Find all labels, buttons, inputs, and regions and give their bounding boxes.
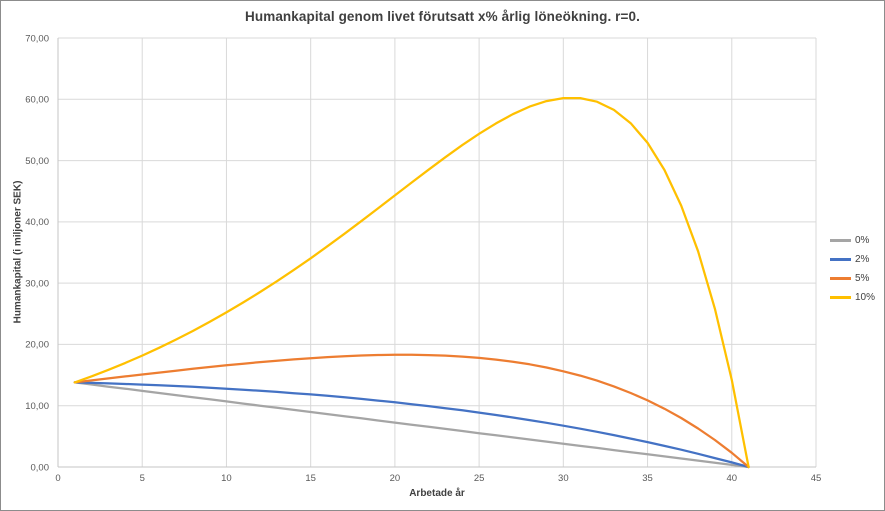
x-tick-label: 45 xyxy=(811,473,822,484)
x-tick-label: 30 xyxy=(558,473,569,484)
y-tick-label: 30,00 xyxy=(25,278,49,289)
x-tick-label: 40 xyxy=(726,473,737,484)
legend-label: 5% xyxy=(855,273,870,284)
series-line-2pct xyxy=(73,381,750,469)
series-line-10pct xyxy=(73,96,750,469)
legend-swatch xyxy=(830,277,851,280)
y-tick-label: 70,00 xyxy=(25,33,49,44)
x-tick-label: 20 xyxy=(390,473,401,484)
y-tick-label: 10,00 xyxy=(25,401,49,412)
y-tick-label: 0,00 xyxy=(31,462,50,473)
legend-item: 10% xyxy=(830,288,875,307)
legend-swatch xyxy=(830,258,851,261)
y-tick-label: 60,00 xyxy=(25,95,49,106)
x-tick-label: 0 xyxy=(55,473,60,484)
legend-label: 2% xyxy=(855,254,870,265)
x-tick-label: 15 xyxy=(305,473,316,484)
legend-label: 0% xyxy=(855,235,870,246)
legend-label: 10% xyxy=(855,292,876,303)
y-tick-label: 40,00 xyxy=(25,217,49,228)
legend-item: 0% xyxy=(830,231,875,250)
chart-title: Humankapital genom livet förutsatt x% år… xyxy=(245,9,640,24)
x-tick-label: 10 xyxy=(221,473,232,484)
x-tick-label: 25 xyxy=(474,473,485,484)
legend-item: 5% xyxy=(830,269,875,288)
x-tick-label: 5 xyxy=(140,473,145,484)
y-tick-label: 50,00 xyxy=(25,156,49,167)
series-line-5pct xyxy=(73,353,750,469)
legend-swatch xyxy=(830,239,851,242)
legend: 0% 2% 5% 10% xyxy=(830,231,875,307)
y-axis-title: Humankapital (i miljoner SEK) xyxy=(12,180,24,324)
legend-item: 2% xyxy=(830,250,875,269)
x-tick-label: 35 xyxy=(642,473,653,484)
y-tick-label: 20,00 xyxy=(25,340,49,351)
x-axis-title: Arbetade år xyxy=(409,488,465,499)
legend-swatch xyxy=(830,296,851,299)
series-line-0pct xyxy=(73,381,750,469)
